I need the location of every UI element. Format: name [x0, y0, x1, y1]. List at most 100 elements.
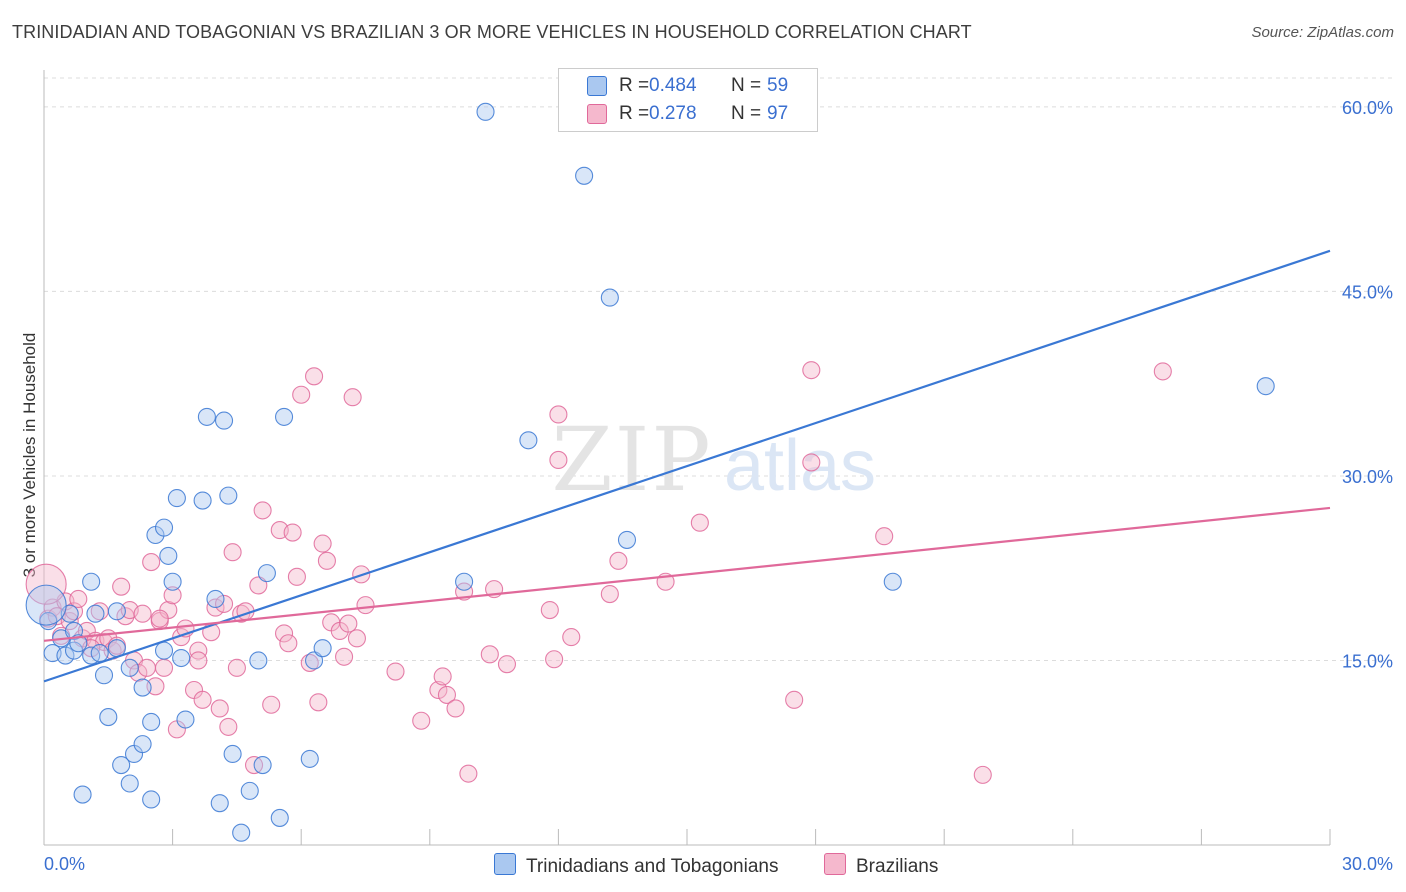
brazilian-point [146, 677, 165, 696]
trinidadian-point [305, 651, 324, 670]
trinidadian-point [249, 651, 268, 670]
trinidadian-point [86, 604, 105, 623]
brazilian-point [262, 695, 281, 714]
n-value: 59 [767, 75, 789, 96]
legend-item-brazilians[interactable]: Brazilians [824, 853, 938, 878]
trinidadian-point [617, 530, 637, 549]
brazilian-point [437, 685, 456, 704]
tick-labels: 15.0% 30.0% 45.0% 60.0% 0.0% 30.0% [44, 98, 1393, 874]
brazilian-point [459, 764, 478, 783]
trinidadian-point [120, 658, 139, 677]
r-label: R = [619, 103, 650, 124]
trinidadian-point [455, 572, 474, 591]
brazilian-point [609, 551, 628, 570]
brazilian-point [802, 361, 821, 380]
brazilian-point [343, 388, 362, 407]
n-label: N = [731, 103, 762, 124]
y-tick-label: 45.0% [1342, 282, 1393, 302]
watermark: ZIP atlas [551, 408, 876, 511]
axes [43, 70, 1331, 846]
brazilian-point [446, 699, 465, 718]
x-tick-label: 0.0% [44, 854, 85, 874]
brazilian-point [347, 629, 366, 648]
brazilian-point [497, 655, 517, 674]
brazilian-point [690, 513, 709, 532]
trinidadian-point [25, 584, 67, 626]
trinidadian-point [197, 407, 216, 426]
brazilian-point [227, 658, 246, 677]
trinidadian-trend-line [43, 249, 1331, 683]
brazilian-point [335, 647, 354, 666]
brazilian-point [172, 628, 191, 647]
y-tick-label: 60.0% [1342, 98, 1393, 118]
trinidadian-point [159, 546, 178, 565]
brazilian-point [600, 584, 619, 604]
trinidadian-point [219, 486, 238, 505]
brazilian-point [339, 614, 358, 633]
brazilian-point [249, 576, 268, 595]
brazilian-point [455, 582, 474, 601]
trinidadian-point [94, 666, 114, 685]
legend-label: Trinidadians and Tobagonians [526, 856, 779, 877]
trinidadian-point [476, 102, 495, 121]
trinidadian-point [73, 785, 92, 804]
trinidadian-point [257, 564, 276, 583]
stats-legend: R = 0.484 N = 59 R = 0.278 N = 97 [558, 68, 818, 132]
brazilians-points [25, 361, 1172, 784]
brazilian-point [142, 553, 161, 572]
trinidadian-point [270, 808, 289, 827]
trinidadian-point [1256, 377, 1275, 396]
brazilian-point [287, 567, 306, 586]
brazilian-point [309, 693, 328, 712]
y-tick-label: 15.0% [1342, 651, 1393, 671]
brazilian-point [223, 543, 242, 562]
trinidadian-point [214, 411, 234, 430]
pink-swatch [587, 104, 607, 124]
n-label: N = [731, 75, 762, 96]
brazilian-point [69, 589, 88, 609]
trinidadian-point [253, 755, 272, 775]
trinidadian-point [133, 735, 152, 754]
brazilian-point [112, 577, 131, 596]
trinidadian-point [107, 602, 126, 621]
trinidadian-point [232, 823, 251, 842]
brazilian-point [283, 523, 302, 542]
r-value: 0.484 [649, 75, 697, 96]
trinidadian-point [176, 710, 195, 729]
trinidadian-point [206, 589, 225, 609]
brazilian-point [540, 600, 559, 620]
trinidadian-point [300, 749, 319, 768]
brazilian-point [305, 367, 324, 386]
x-tick-label: 30.0% [1342, 854, 1393, 874]
chart-title: TRINIDADIAN AND TOBAGONIAN VS BRAZILIAN … [12, 22, 972, 42]
gridlines [44, 77, 1395, 661]
trinidadian-point [69, 634, 88, 653]
trend-lines [43, 249, 1331, 683]
brazilian-point [549, 450, 568, 470]
brazilian-point [317, 551, 336, 570]
brazilian-point [313, 534, 332, 553]
trinidadian-point [112, 755, 131, 775]
brazilian-point [133, 604, 152, 623]
brazilian-point [189, 641, 208, 660]
trinidadian-point [99, 708, 118, 727]
brazilian-point [163, 586, 182, 605]
trinidadian-point [210, 794, 229, 813]
brazilian-point [386, 662, 405, 681]
trinidadian-point [575, 166, 594, 185]
brazilian-point [129, 663, 148, 682]
trinidadian-point [82, 572, 101, 591]
legend-item-trinidadians[interactable]: Trinidadians and Tobagonians [494, 853, 778, 878]
brazilian-point [214, 594, 234, 613]
brazilian-point [429, 680, 448, 700]
brazilian-point [189, 651, 208, 670]
brazilian-point [275, 624, 294, 643]
trinidadian-point [172, 648, 191, 668]
brazilian-point [292, 385, 311, 404]
trinidadian-point [163, 572, 182, 591]
brazilian-point [785, 690, 804, 709]
brazilian-point [480, 645, 499, 664]
trinidadian-point [275, 407, 294, 426]
watermark-zip: ZIP [551, 408, 712, 511]
